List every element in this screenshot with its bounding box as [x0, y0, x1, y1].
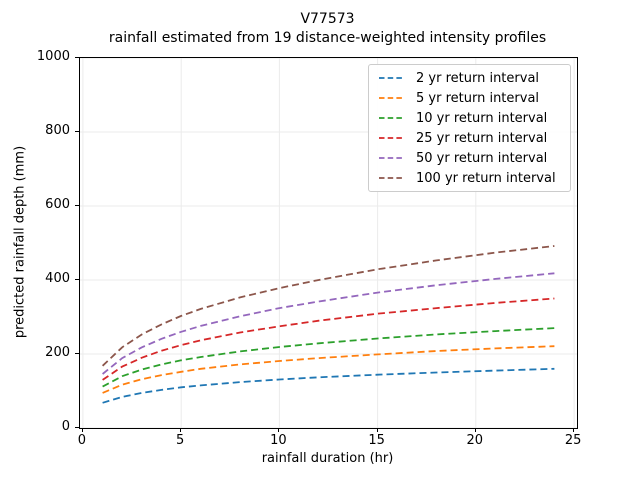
x-tick-mark: [376, 428, 378, 432]
legend-label: 25 yr return interval: [416, 130, 548, 146]
legend-dash-sample: [379, 117, 405, 119]
x-axis-label: rainfall duration (hr): [261, 451, 394, 466]
y-tick-label: 1000: [36, 49, 70, 64]
y-tick-mark: [75, 131, 79, 132]
y-tick-mark: [75, 205, 79, 206]
chart-title-block: V77573 rainfall estimated from 19 distan…: [79, 10, 576, 48]
y-tick-mark: [75, 427, 79, 428]
series-line-5: [102, 272, 555, 375]
legend-item: 100 yr return interval: [369, 168, 570, 188]
y-tick-label: 0: [61, 419, 70, 434]
legend-label: 2 yr return interval: [416, 70, 540, 86]
legend-dash-sample: [379, 77, 405, 79]
series-line-2: [102, 345, 555, 394]
x-tick-label: 5: [176, 433, 185, 448]
chart-subtitle: rainfall estimated from 19 distance-weig…: [108, 30, 547, 46]
legend-item: 2 yr return interval: [369, 68, 570, 88]
legend-dash-sample: [379, 97, 405, 99]
legend-item: 50 yr return interval: [369, 148, 570, 168]
series-line-3: [102, 327, 555, 388]
legend-item: 25 yr return interval: [369, 128, 570, 148]
x-tick-label: 0: [77, 433, 87, 448]
x-tick-label: 15: [368, 433, 385, 448]
y-tick-label: 800: [45, 123, 70, 138]
x-tick-label: 20: [466, 433, 484, 448]
legend-dash-sample: [379, 177, 405, 179]
x-tick-label: 25: [564, 433, 582, 448]
x-tick-mark: [474, 428, 476, 432]
y-tick-mark: [75, 279, 79, 280]
legend-dash-sample: [379, 137, 405, 139]
y-axis-label: predicted rainfall depth (mm): [12, 145, 28, 339]
series-line-4: [102, 297, 555, 381]
legend-dash-sample: [379, 157, 405, 159]
legend-label: 100 yr return interval: [416, 170, 556, 186]
x-tick-mark: [278, 428, 280, 432]
plot-canvas: [80, 58, 577, 428]
y-tick-mark: [75, 57, 79, 58]
y-tick-label: 600: [45, 197, 70, 212]
x-tick-mark: [81, 428, 83, 432]
legend-label: 5 yr return interval: [416, 90, 540, 106]
legend-label: 10 yr return interval: [416, 110, 548, 126]
y-tick-mark: [75, 353, 79, 354]
legend-item: 5 yr return interval: [369, 88, 570, 108]
series-line-1: [102, 367, 555, 404]
x-tick-mark: [180, 428, 182, 432]
legend: 2 yr return interval 5 yr return interval…: [368, 64, 571, 192]
series-line-6: [101, 245, 555, 367]
legend-label: 50 yr return interval: [416, 150, 548, 166]
y-tick-label: 200: [45, 345, 70, 360]
chart-title: V77573: [300, 11, 355, 27]
legend-item: 10 yr return interval: [369, 108, 570, 128]
y-tick-label: 400: [45, 271, 70, 286]
x-tick-label: 10: [270, 433, 287, 448]
x-tick-mark: [573, 428, 575, 432]
